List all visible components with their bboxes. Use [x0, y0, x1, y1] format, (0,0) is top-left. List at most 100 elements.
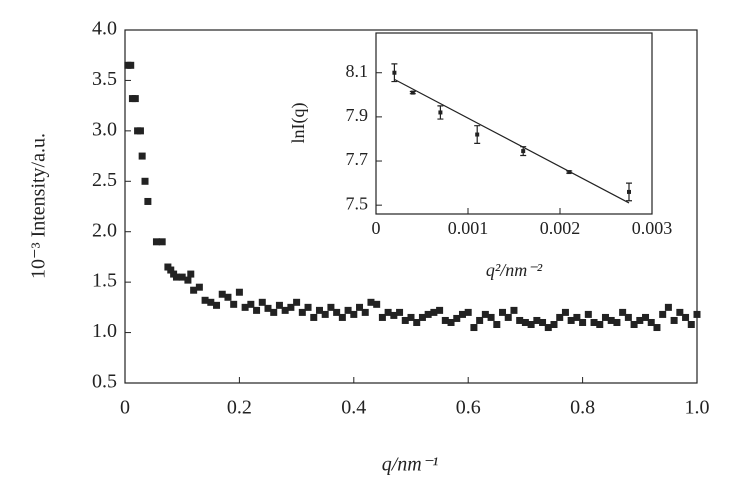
data-point	[521, 318, 529, 326]
x-tick-label: 0.001	[448, 218, 489, 238]
data-point	[407, 313, 415, 321]
y-tick-label: 3.0	[92, 118, 117, 140]
data-point	[607, 316, 615, 324]
data-point	[213, 301, 221, 309]
data-point	[333, 308, 341, 316]
data-point	[253, 306, 261, 314]
y-tick-label: 8.1	[346, 61, 369, 81]
data-point	[138, 152, 146, 160]
data-point	[516, 316, 524, 324]
data-point	[247, 300, 255, 308]
inset-x-axis-label: q²/nm⁻²	[486, 260, 543, 280]
plot-frame	[124, 29, 698, 384]
data-point	[630, 321, 638, 329]
data-point	[438, 110, 443, 115]
data-point	[561, 308, 569, 316]
data-point	[527, 321, 535, 329]
data-point	[230, 300, 238, 308]
data-point	[275, 301, 283, 309]
y-tick-label: 1.0	[92, 320, 117, 342]
data-point	[241, 303, 249, 311]
data-point	[424, 310, 432, 318]
data-point	[190, 286, 198, 294]
y-tick-label: 4.0	[92, 18, 117, 40]
data-point	[418, 313, 426, 321]
data-point	[131, 95, 139, 103]
y-tick-label: 3.5	[92, 68, 117, 90]
x-tick-label: 1.0	[685, 397, 710, 419]
data-point	[298, 308, 306, 316]
data-point	[144, 197, 152, 205]
data-point	[493, 321, 501, 329]
data-point	[158, 238, 166, 246]
data-point	[201, 296, 209, 304]
data-point	[590, 318, 598, 326]
data-point	[152, 238, 160, 246]
data-point	[624, 313, 632, 321]
x-axis-label: q/nm⁻¹	[382, 454, 439, 476]
data-point	[504, 313, 512, 321]
data-point	[304, 303, 312, 311]
data-point	[556, 313, 564, 321]
data-point	[293, 298, 301, 306]
data-point	[453, 314, 461, 322]
data-point	[321, 310, 329, 318]
data-point	[401, 316, 409, 324]
y-tick-label: 7.7	[346, 149, 369, 169]
data-point	[287, 303, 295, 311]
data-point	[195, 283, 203, 291]
x-tick-label: 0.003	[632, 218, 673, 238]
data-point	[458, 310, 466, 318]
data-point	[642, 313, 650, 321]
data-point	[141, 177, 149, 185]
data-point	[533, 316, 541, 324]
x-tick-label: 0	[120, 397, 130, 419]
data-point	[627, 189, 631, 194]
x-tick-label: 0	[372, 218, 381, 238]
x-tick-label: 0.8	[570, 397, 595, 419]
data-point	[447, 318, 455, 326]
y-tick-label: 1.5	[92, 270, 117, 292]
data-point	[390, 311, 398, 319]
data-point	[396, 308, 404, 316]
inset-y-axis-label: lnI(q)	[288, 103, 309, 144]
data-point	[521, 149, 526, 154]
y-tick-label: 7.5	[346, 193, 369, 213]
data-point	[264, 304, 272, 312]
x-tick-label: 0.002	[540, 218, 581, 238]
data-point	[584, 310, 592, 318]
y-tick-label: 2.0	[92, 219, 117, 241]
y-axis-label: 10⁻³ Intensity/a.u.	[28, 133, 50, 279]
data-point	[187, 270, 195, 278]
y-tick-label: 2.5	[92, 169, 117, 191]
data-point	[207, 298, 215, 306]
data-point	[682, 313, 690, 321]
data-point	[310, 313, 318, 321]
data-point	[344, 306, 352, 314]
data-point	[373, 300, 381, 308]
data-point	[659, 310, 667, 318]
data-point	[687, 321, 695, 329]
data-point	[338, 313, 346, 321]
data-point	[573, 313, 581, 321]
data-point	[218, 290, 226, 298]
data-point	[550, 321, 558, 329]
data-point	[184, 276, 192, 284]
x-tick-label: 0.2	[227, 397, 252, 419]
data-point	[596, 321, 604, 329]
data-point	[693, 310, 701, 318]
data-point	[270, 308, 278, 316]
x-tick-label: 0.4	[341, 397, 366, 419]
data-point	[464, 308, 472, 316]
data-point	[670, 316, 678, 324]
data-point	[361, 308, 369, 316]
data-point	[579, 318, 587, 326]
data-point	[172, 273, 180, 281]
data-point	[367, 298, 375, 306]
data-point	[664, 303, 672, 311]
data-point	[281, 306, 289, 314]
data-point	[136, 127, 144, 135]
data-point	[510, 306, 518, 314]
data-point	[350, 310, 358, 318]
